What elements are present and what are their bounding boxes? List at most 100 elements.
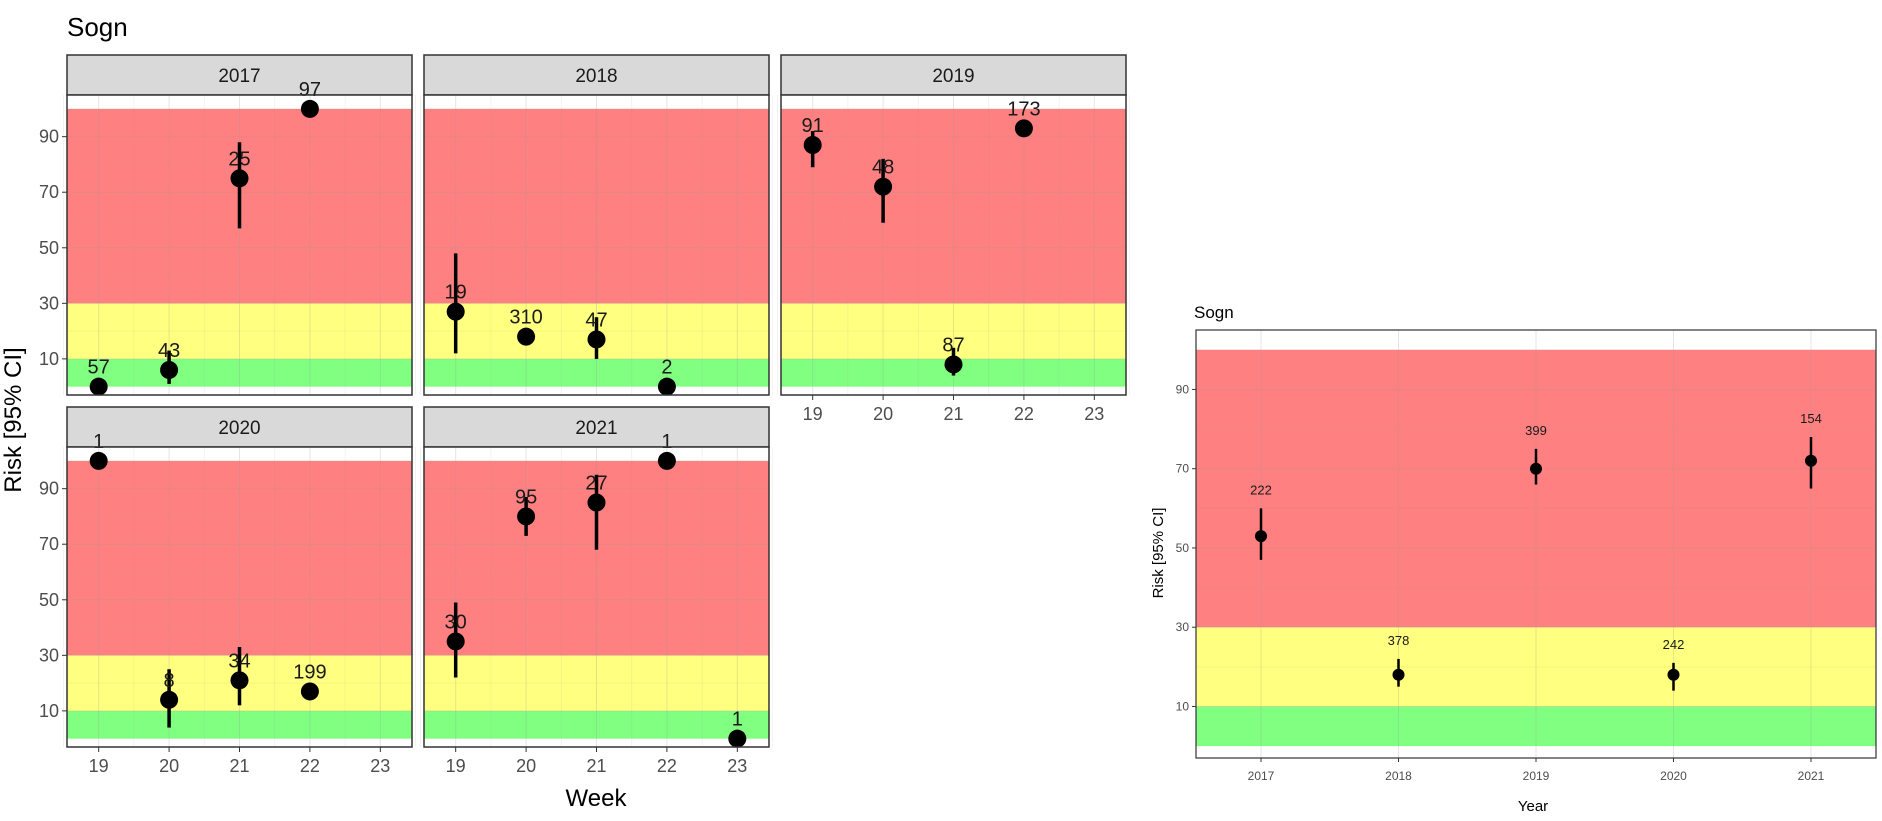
data-label: 199 (293, 661, 326, 683)
y-axis-label: Risk [95% CI] (0, 347, 27, 492)
data-label: 173 (1007, 98, 1040, 120)
x-tick-label: 19 (803, 404, 823, 424)
data-point (446, 632, 465, 651)
facet-panel-2020: 2020 1 8 34 199 10 30 50 70 90 19 20 21 22 23 (39, 406, 416, 776)
risk-band-green (67, 358, 412, 387)
panel-border (66, 94, 413, 396)
facet-strip-label: 2019 (932, 66, 974, 87)
x-tick-label: 19 (89, 756, 109, 776)
data-point (89, 377, 108, 396)
facet-strip (66, 54, 413, 96)
data-label: 91 (802, 115, 824, 137)
x-tick-label: 19 (446, 756, 466, 776)
y-tick-label: 30 (1176, 620, 1190, 634)
data-point (657, 451, 676, 470)
data-point (160, 690, 179, 709)
data-label: 1 (661, 431, 672, 453)
risk-band-green (424, 710, 769, 739)
data-point (517, 507, 536, 526)
y-tick-label: 70 (39, 182, 59, 202)
y-tick-label: 90 (39, 479, 59, 499)
facet-strip-label: 2020 (218, 418, 260, 439)
facet-panel-2019: 2019 91 48 87 173 19 20 21 22 23 (777, 54, 1130, 424)
x-tick-label: 22 (657, 756, 677, 776)
y-tick-label: 10 (1176, 699, 1190, 713)
summary-chart: Sogn 222 378 399 242 154 10 30 50 70 90 2017 2018 201… (1150, 303, 1877, 815)
x-tick-label: 2020 (1660, 769, 1687, 783)
y-tick-label: 50 (39, 590, 59, 610)
data-label: 95 (515, 486, 537, 508)
x-tick-label: 23 (727, 756, 747, 776)
risk-band-yellow (424, 655, 769, 711)
data-point (230, 671, 249, 690)
data-label: 87 (942, 334, 964, 356)
facet-strip (780, 54, 1127, 96)
data-point (230, 169, 249, 188)
x-tick-label: 20 (516, 756, 536, 776)
facet-strip-label: 2021 (575, 418, 617, 439)
risk-band-red (67, 460, 412, 656)
y-tick-label: 90 (39, 127, 59, 147)
summary-x-axis-label: Year (1518, 798, 1548, 815)
y-tick-label: 70 (39, 534, 59, 554)
data-point (728, 729, 747, 748)
x-tick-label: 2017 (1248, 769, 1275, 783)
y-tick-label: 70 (1176, 462, 1190, 476)
x-tick-label: 21 (586, 756, 606, 776)
facet-strip-label: 2018 (575, 66, 617, 87)
data-label: 19 (445, 282, 467, 304)
data-point (446, 302, 465, 321)
summary-risk-band-yellow (1196, 627, 1876, 707)
chart-title: Sogn (67, 12, 128, 42)
data-point (803, 136, 822, 154)
data-point (944, 355, 963, 374)
risk-band-yellow (67, 303, 412, 359)
data-point (1392, 668, 1405, 681)
data-label: 310 (509, 307, 542, 329)
data-point (160, 361, 179, 379)
data-label: 399 (1525, 423, 1547, 438)
data-point (300, 99, 319, 118)
panel-border (423, 94, 770, 396)
x-tick-label: 23 (1084, 404, 1104, 424)
data-point (1667, 668, 1680, 681)
x-tick-label: 2018 (1385, 769, 1412, 783)
x-tick-label: 20 (159, 756, 179, 776)
x-axis-label: Week (566, 785, 628, 812)
data-point (1014, 119, 1033, 138)
y-tick-label: 10 (39, 349, 59, 369)
y-tick-label: 30 (39, 293, 59, 313)
risk-band-green (67, 710, 412, 739)
data-label: 2 (661, 357, 672, 379)
data-label: 222 (1250, 482, 1272, 497)
summary-risk-band-red (1196, 349, 1876, 628)
data-label: 34 (228, 650, 250, 672)
data-point (874, 177, 893, 196)
x-tick-label: 2021 (1798, 769, 1825, 783)
data-label: 47 (585, 309, 607, 331)
data-label: 57 (88, 357, 110, 379)
summary-risk-band-green (1196, 706, 1876, 747)
x-tick-label: 21 (229, 756, 249, 776)
summary-y-axis-label: Risk [95% CI] (1150, 508, 1167, 599)
data-label: 378 (1388, 633, 1410, 648)
data-label: 1 (732, 709, 743, 731)
facet-strip (66, 406, 413, 448)
y-tick-label: 30 (39, 645, 59, 665)
data-label: 43 (158, 340, 180, 362)
x-tick-label: 20 (873, 404, 893, 424)
data-label: 1 (93, 431, 104, 453)
y-tick-label: 10 (39, 701, 59, 721)
risk-band-red (424, 108, 769, 304)
risk-band-red (781, 108, 1126, 304)
data-point (657, 377, 676, 396)
data-label: 8 (164, 670, 175, 692)
data-point (587, 330, 606, 349)
data-label: 48 (872, 157, 894, 179)
y-tick-label: 50 (39, 238, 59, 258)
data-label: 30 (445, 611, 467, 633)
data-label: 97 (299, 79, 321, 101)
